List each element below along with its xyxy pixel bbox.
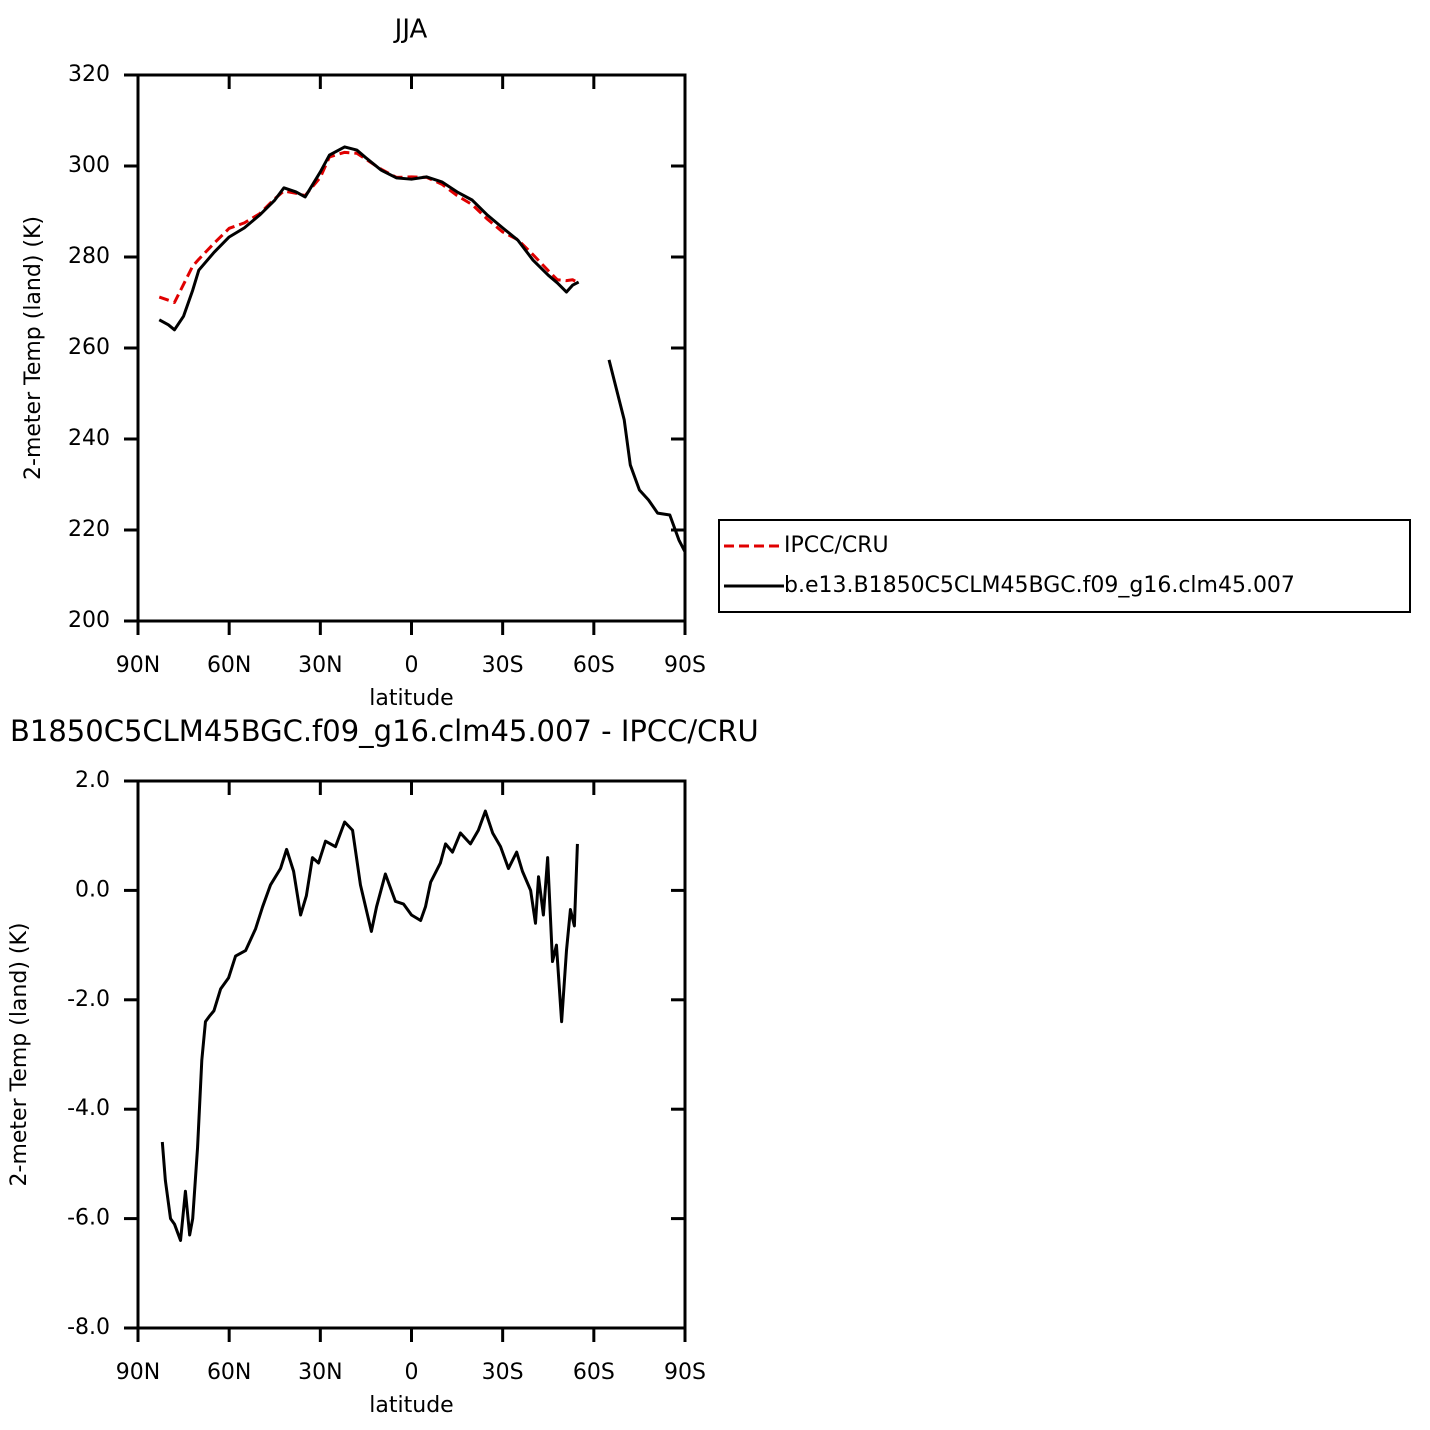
chart-title: B1850C5CLM45BGC.f09_g16.clm45.007 - IPCC… (10, 714, 759, 748)
y-tick-label: -2.0 (67, 987, 110, 1012)
y-axis-label: 2-meter Temp (land) (K) (21, 216, 46, 480)
legend-label: b.e13.B1850C5CLM45BGC.f09_g16.clm45.007 (784, 573, 1295, 598)
x-tick-label: 90S (664, 653, 706, 678)
x-tick-label: 60N (207, 1360, 251, 1385)
y-tick-label: 2.0 (75, 768, 110, 793)
x-axis-label: latitude (369, 686, 453, 711)
x-tick-label: 90N (116, 1360, 160, 1385)
y-tick-label: -6.0 (67, 1206, 110, 1231)
x-tick-label: 60S (573, 653, 615, 678)
x-tick-label: 90S (664, 1360, 706, 1385)
y-tick-label: 0.0 (75, 877, 110, 902)
data-line (160, 809, 579, 1242)
x-tick-label: 30N (298, 1360, 342, 1385)
x-tick-label: 30S (482, 1360, 524, 1385)
y-tick-label: -8.0 (67, 1315, 110, 1340)
x-tick-label: 60N (207, 653, 251, 678)
data-line (158, 150, 580, 304)
y-tick-label: 240 (68, 426, 110, 451)
x-tick-label: 60S (573, 1360, 615, 1385)
y-tick-label: 300 (68, 153, 110, 178)
y-tick-label: -4.0 (67, 1096, 110, 1121)
x-tick-label: 30S (482, 653, 524, 678)
x-axis-label: latitude (369, 1393, 453, 1418)
y-tick-label: 280 (68, 244, 110, 269)
y-tick-label: 200 (68, 608, 110, 633)
legend-box (718, 519, 1411, 613)
y-tick-label: 320 (68, 62, 110, 87)
plot-frame (136, 779, 687, 1330)
chart-title: JJA (393, 15, 428, 45)
y-tick-label: 260 (68, 335, 110, 360)
y-tick-label: 220 (68, 517, 110, 542)
data-line (158, 145, 687, 553)
x-tick-label: 0 (405, 653, 419, 678)
x-tick-label: 30N (298, 653, 342, 678)
x-tick-label: 0 (405, 1360, 419, 1385)
plot-frame (136, 73, 687, 623)
x-tick-label: 90N (116, 653, 160, 678)
legend-label: IPCC/CRU (784, 533, 889, 558)
y-axis-label: 2-meter Temp (land) (K) (7, 923, 32, 1187)
